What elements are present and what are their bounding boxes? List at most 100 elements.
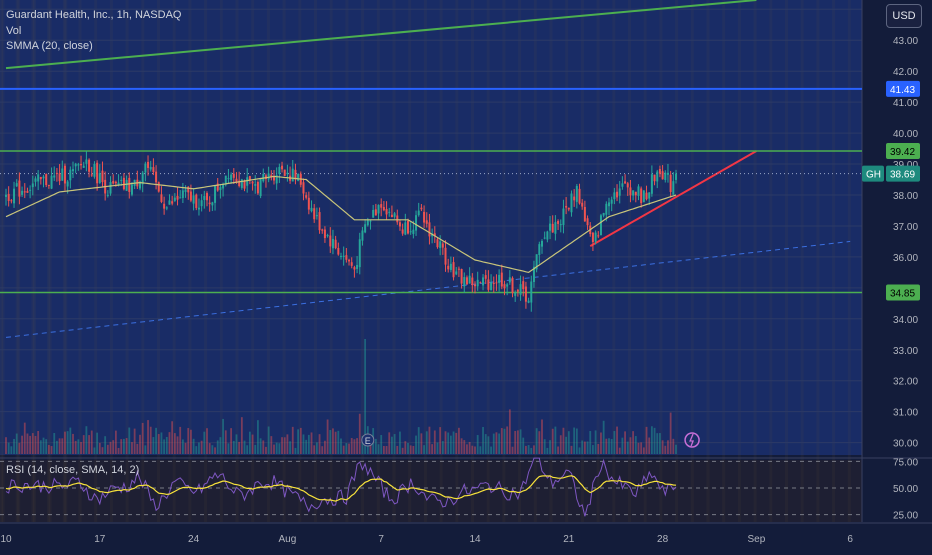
candle-body <box>613 192 616 200</box>
candle-body <box>278 166 281 175</box>
volume-bar <box>144 445 147 454</box>
volume-bar <box>45 439 48 454</box>
candle-body <box>554 222 557 234</box>
candle-body <box>45 174 48 185</box>
volume-bar <box>428 426 431 454</box>
candle-body <box>21 190 24 195</box>
volume-bar <box>586 441 589 454</box>
candle-body <box>283 169 286 176</box>
candle-body <box>77 164 80 166</box>
candle-body <box>281 165 284 170</box>
volume-bar <box>66 431 69 454</box>
candle-body <box>506 284 509 287</box>
volume-bar <box>463 440 466 454</box>
candle-body <box>618 188 621 196</box>
volume-bar <box>385 446 388 454</box>
candle-body <box>163 203 166 209</box>
candle-body <box>305 195 308 198</box>
session-stripe <box>0 0 3 522</box>
volume-bar <box>235 434 238 454</box>
candle-body <box>372 209 375 218</box>
candle-body <box>621 183 624 187</box>
y-tick-label: 43.00 <box>893 36 918 47</box>
session-stripe <box>643 0 647 522</box>
volume-bar <box>313 445 316 454</box>
candle-body <box>672 181 675 195</box>
session-stripe <box>392 0 396 522</box>
volume-bar <box>315 442 318 454</box>
volume-bar <box>460 438 463 454</box>
volume-legend: Vol <box>6 25 22 37</box>
volume-bar <box>286 434 289 454</box>
volume-bar <box>345 443 348 454</box>
candle-body <box>246 177 249 186</box>
volume-bar <box>13 438 15 454</box>
candle-body <box>468 275 471 284</box>
volume-bar <box>90 430 93 454</box>
volume-bar <box>337 430 340 454</box>
candle-body <box>398 222 401 227</box>
candle-body <box>597 235 600 237</box>
volume-bar <box>155 427 157 454</box>
volume-bar <box>179 426 182 454</box>
currency-button[interactable]: USD <box>886 4 922 28</box>
candle-body <box>401 229 404 234</box>
volume-bar <box>147 420 149 454</box>
candle-body <box>388 211 391 213</box>
session-stripe <box>785 0 788 522</box>
session-stripe <box>31 0 35 522</box>
candle-body <box>492 282 495 285</box>
candle-body <box>498 274 501 283</box>
volume-bar <box>265 446 267 454</box>
session-stripe <box>675 0 679 522</box>
volume-bar <box>369 442 372 454</box>
volume-bar <box>570 445 573 454</box>
volume-bar <box>388 432 391 454</box>
volume-bar <box>407 443 409 454</box>
volume-bar <box>307 434 310 454</box>
candle-body <box>425 220 428 224</box>
candle-body <box>447 265 450 270</box>
volume-bar <box>669 412 672 454</box>
session-stripe <box>188 0 192 522</box>
candle-body <box>495 282 498 284</box>
x-tick-label: 17 <box>94 534 106 545</box>
volume-bar <box>117 447 120 454</box>
volume-bar <box>535 428 538 454</box>
price-tag-label: 38.69 <box>890 170 915 181</box>
candle-body <box>436 239 439 248</box>
candle-body <box>393 213 396 217</box>
volume-bar <box>514 430 517 454</box>
candle-body <box>409 231 412 233</box>
volume-bar <box>543 439 546 454</box>
smma-line <box>5 175 677 274</box>
candle-body <box>47 184 50 186</box>
volume-bar <box>650 426 653 454</box>
candle-body <box>465 277 468 285</box>
candle-body <box>179 197 182 199</box>
volume-bar <box>449 435 452 454</box>
volume-bar <box>541 419 543 454</box>
session-stripe <box>15 0 19 522</box>
volume-bar <box>139 434 141 454</box>
session-stripe <box>690 0 694 522</box>
candle-body <box>455 271 458 275</box>
candle-body <box>511 277 514 294</box>
candle-body <box>286 172 289 175</box>
session-stripe <box>17 0 21 522</box>
candle-body <box>117 182 120 185</box>
volume-bar <box>206 428 208 454</box>
candle-body <box>302 182 305 194</box>
volume-bar <box>128 427 131 454</box>
volume-bar <box>299 427 302 454</box>
volume-bar <box>47 445 50 454</box>
volume-bar <box>559 435 562 454</box>
session-stripe <box>408 0 412 522</box>
candle-body <box>240 179 243 188</box>
volume-bar <box>353 439 356 454</box>
volume-bar <box>289 441 291 454</box>
volume-bar <box>294 447 297 454</box>
volume-bar <box>93 447 96 454</box>
